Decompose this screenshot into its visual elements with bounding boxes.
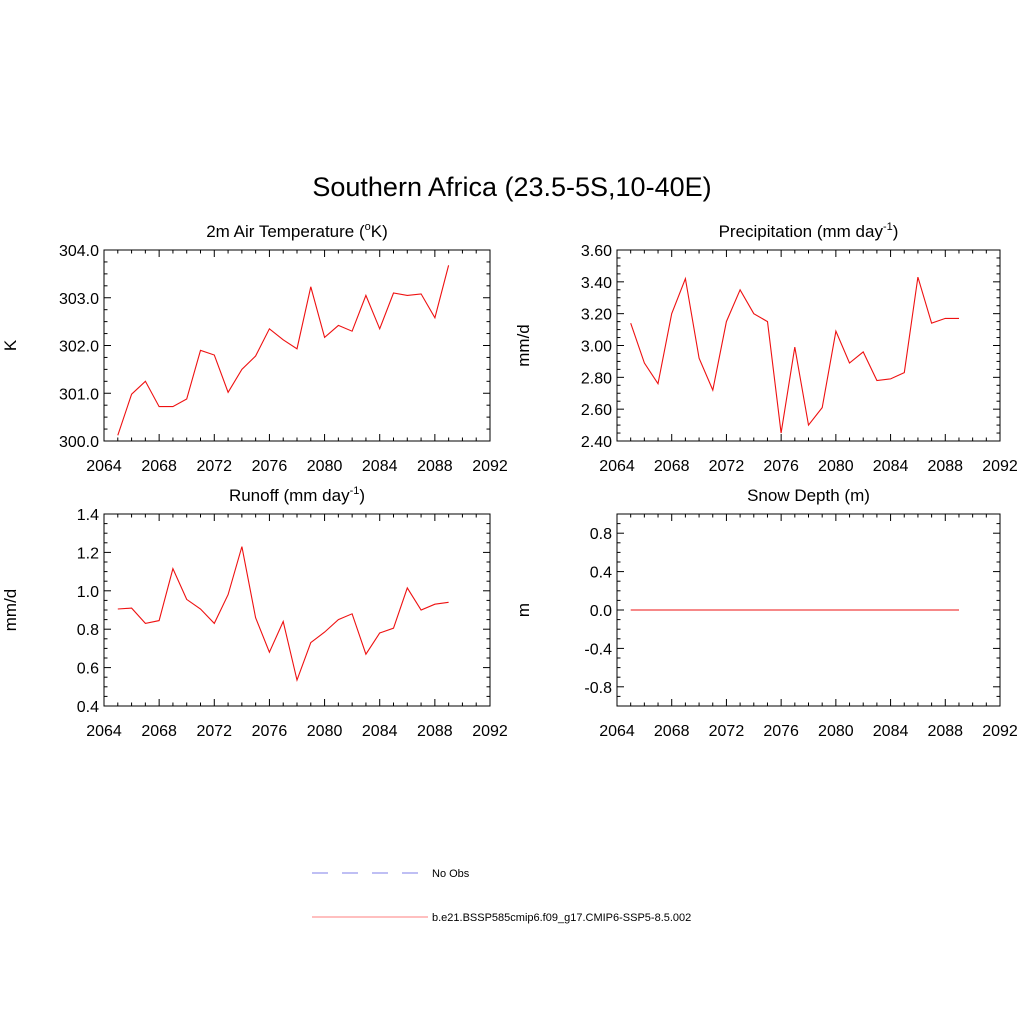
x-tick-label: 2084 bbox=[362, 458, 398, 475]
x-tick-label: 2064 bbox=[599, 723, 635, 740]
y-axis-label: K bbox=[1, 339, 20, 351]
panel-title: Runoff (mm day-1) bbox=[229, 485, 365, 505]
y-tick-label: 3.20 bbox=[581, 307, 612, 324]
series-line-precipitation bbox=[630, 276, 959, 434]
y-tick-label: 3.40 bbox=[581, 275, 612, 292]
y-tick-label: 302.0 bbox=[59, 339, 99, 356]
series-line-temperature bbox=[117, 265, 450, 436]
x-tick-label: 2076 bbox=[252, 723, 288, 740]
y-tick-label: 1.4 bbox=[77, 507, 99, 524]
y-tick-label: 300.0 bbox=[59, 434, 99, 451]
legend-model-label: b.e21.BSSP585cmip6.f09_g17.CMIP6-SSP5-8.… bbox=[432, 912, 691, 924]
y-tick-label: 1.0 bbox=[77, 584, 99, 601]
legend: No Obs b.e21.BSSP585cmip6.f09_g17.CMIP6-… bbox=[312, 868, 691, 924]
plot-frame-precipitation bbox=[616, 249, 1001, 442]
x-tick-label: 2088 bbox=[927, 723, 963, 740]
y-tick-label: 2.60 bbox=[581, 402, 612, 419]
x-tick-label: 2064 bbox=[86, 458, 122, 475]
x-tick-label: 2092 bbox=[982, 723, 1018, 740]
x-tick-label: 2080 bbox=[307, 458, 343, 475]
y-axis-label: m bbox=[514, 603, 533, 617]
x-tick-label: 2076 bbox=[763, 458, 799, 475]
y-tick-label: 0.4 bbox=[590, 565, 612, 582]
x-tick-label: 2068 bbox=[141, 458, 177, 475]
x-tick-label: 2084 bbox=[873, 458, 909, 475]
y-tick-label: 304.0 bbox=[59, 243, 99, 260]
x-tick-label: 2068 bbox=[654, 458, 690, 475]
y-tick-label: 1.2 bbox=[77, 545, 99, 562]
x-tick-label: 2092 bbox=[472, 458, 508, 475]
y-tick-label: 2.80 bbox=[581, 370, 612, 387]
x-tick-label: 2092 bbox=[472, 723, 508, 740]
y-tick-label: -0.4 bbox=[584, 641, 612, 658]
y-tick-label: 0.0 bbox=[590, 603, 612, 620]
panel-precipitation: 2064 2068 2072 2076 2080 2084 2088 2092 2.40 2.60… bbox=[514, 221, 1018, 475]
x-tick-label: 2092 bbox=[982, 458, 1018, 475]
panel-snow-depth: 2064 2068 2072 2076 2080 2084 2088 2092 -0.8 -0.4… bbox=[514, 486, 1018, 740]
x-tick-label: 2076 bbox=[763, 723, 799, 740]
x-tick-label: 2088 bbox=[927, 458, 963, 475]
x-tick-label: 2064 bbox=[599, 458, 635, 475]
x-tick-label: 2088 bbox=[417, 458, 453, 475]
x-tick-label: 2080 bbox=[818, 458, 854, 475]
panels: 2064 2068 2072 2076 2080 2084 2088 2092 300.0 301… bbox=[1, 221, 1018, 740]
x-tick-label: 2072 bbox=[709, 723, 745, 740]
panel-title: Precipitation (mm day-1) bbox=[719, 221, 899, 241]
y-axis-label: mm/d bbox=[1, 589, 20, 632]
x-tick-label: 2088 bbox=[417, 723, 453, 740]
x-tick-label: 2068 bbox=[141, 723, 177, 740]
x-tick-label: 2076 bbox=[252, 458, 288, 475]
x-tick-label: 2064 bbox=[86, 723, 122, 740]
y-tick-label: 0.6 bbox=[77, 661, 99, 678]
legend-obs-label: No Obs bbox=[432, 868, 470, 880]
y-tick-label: 0.4 bbox=[77, 699, 99, 716]
y-tick-label: 3.00 bbox=[581, 339, 612, 356]
y-axis-label: mm/d bbox=[514, 324, 533, 367]
x-tick-label: 2080 bbox=[307, 723, 343, 740]
y-tick-label: -0.8 bbox=[584, 680, 612, 697]
x-tick-label: 2072 bbox=[196, 723, 232, 740]
panel-runoff: 2064 2068 2072 2076 2080 2084 2088 2092 0.4 0.6 0.… bbox=[1, 485, 508, 740]
series-line-runoff bbox=[117, 546, 449, 683]
figure-title: Southern Africa (23.5-5S,10-40E) bbox=[312, 172, 711, 202]
x-tick-label: 2072 bbox=[196, 458, 232, 475]
x-tick-label: 2068 bbox=[654, 723, 690, 740]
x-tick-label: 2084 bbox=[873, 723, 909, 740]
x-tick-label: 2080 bbox=[818, 723, 854, 740]
y-tick-label: 2.40 bbox=[581, 434, 612, 451]
y-tick-label: 3.60 bbox=[581, 243, 612, 260]
panel-title: 2m Air Temperature (oK) bbox=[206, 221, 388, 241]
plot-frame-temperature bbox=[103, 249, 491, 442]
y-tick-label: 0.8 bbox=[590, 526, 612, 543]
x-tick-label: 2072 bbox=[709, 458, 745, 475]
x-tick-label: 2084 bbox=[362, 723, 398, 740]
y-tick-label: 0.8 bbox=[77, 622, 99, 639]
y-tick-label: 301.0 bbox=[59, 386, 99, 403]
panel-temperature: 2064 2068 2072 2076 2080 2084 2088 2092 300.0 301… bbox=[1, 221, 508, 475]
y-tick-label: 303.0 bbox=[59, 291, 99, 308]
panel-title: Snow Depth (m) bbox=[747, 486, 870, 505]
